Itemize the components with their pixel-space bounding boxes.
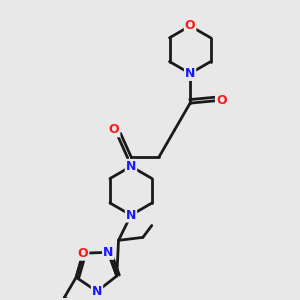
Text: O: O [109, 123, 119, 136]
Text: N: N [126, 208, 136, 222]
Text: N: N [185, 67, 195, 80]
Text: N: N [126, 160, 136, 173]
Text: N: N [92, 285, 102, 298]
Text: N: N [103, 246, 113, 259]
Text: O: O [78, 247, 88, 260]
Text: O: O [185, 20, 195, 32]
Text: O: O [216, 94, 226, 107]
